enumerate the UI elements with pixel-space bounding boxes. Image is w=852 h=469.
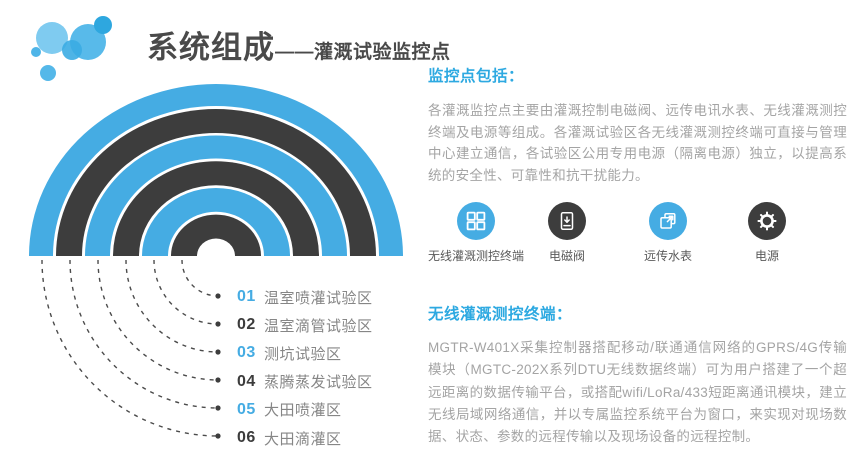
zone-list: 01 温室喷灌试验区 02 温室滴管试验区 03 测坑试验区 04 蒸腾蒸发试验… — [237, 283, 373, 452]
page-title-main: 系统组成 — [147, 30, 275, 65]
terminal-heading: 无线灌溉测控终端： — [428, 306, 573, 323]
equipment-icons-row: 无线灌溉测控终端 电磁阀 — [428, 202, 847, 264]
zone-label: 蒸腾蒸发试验区 — [264, 374, 373, 392]
list-item: 01 温室喷灌试验区 — [237, 283, 373, 311]
list-item: 06 大田滴灌区 — [237, 424, 373, 452]
dashed-connector-lines — [41, 259, 221, 439]
equipment-power: 电源 — [747, 202, 787, 264]
power-gear-icon — [748, 202, 786, 240]
content-column: 监控点包括： 各灌溉监控点主要由灌溉控制电磁阀、远传电讯水表、无线灌溉测控终端及… — [428, 64, 847, 448]
list-item: 04 蒸腾蒸发试验区 — [237, 368, 373, 396]
page-title-sub: ——灌溉试验监控点 — [275, 42, 451, 63]
zone-label: 大田滴灌区 — [264, 430, 342, 448]
monitoring-paragraph: 各灌溉监控点主要由灌溉控制电磁阀、远传电讯水表、无线灌溉测控终端及电源等组成。各… — [428, 103, 847, 183]
valve-document-icon — [548, 202, 586, 240]
zone-label: 温室滴管试验区 — [264, 317, 373, 335]
zone-label: 温室喷灌试验区 — [264, 289, 373, 307]
water-meter-export-icon — [649, 202, 687, 240]
monitoring-heading: 监控点包括： — [428, 68, 525, 85]
equipment-terminal: 无线灌溉测控终端 — [428, 202, 524, 264]
zone-label: 测坑试验区 — [264, 345, 342, 363]
zone-number: 04 — [237, 372, 256, 390]
equipment-label: 电磁阀 — [548, 249, 585, 263]
terminal-paragraph: MGTR-W401X采集控制器搭配移动/联通通信网络的GPRS/4G传输模块（M… — [428, 340, 847, 445]
list-item: 02 温室滴管试验区 — [237, 311, 373, 339]
zone-number: 05 — [237, 400, 256, 418]
decorative-bubbles-icon — [31, 16, 112, 81]
equipment-water-meter: 远传水表 — [636, 202, 700, 264]
equipment-label: 远传水表 — [643, 249, 692, 263]
equipment-label: 电源 — [754, 249, 779, 263]
zone-label: 大田喷灌区 — [264, 402, 342, 420]
zone-number: 01 — [237, 288, 256, 306]
zone-number: 02 — [237, 316, 256, 334]
list-item: 05 大田喷灌区 — [237, 396, 373, 424]
zone-number: 03 — [237, 344, 256, 362]
equipment-valve: 电磁阀 — [539, 202, 595, 264]
grid-terminal-icon — [457, 202, 495, 240]
equipment-label: 无线灌溉测控终端 — [428, 249, 525, 263]
page-title: 系统组成 ——灌溉试验监控点 — [147, 22, 451, 67]
zone-number: 06 — [237, 429, 256, 447]
list-item: 03 测坑试验区 — [237, 339, 373, 367]
rainbow-arcs-graphic — [29, 84, 403, 256]
